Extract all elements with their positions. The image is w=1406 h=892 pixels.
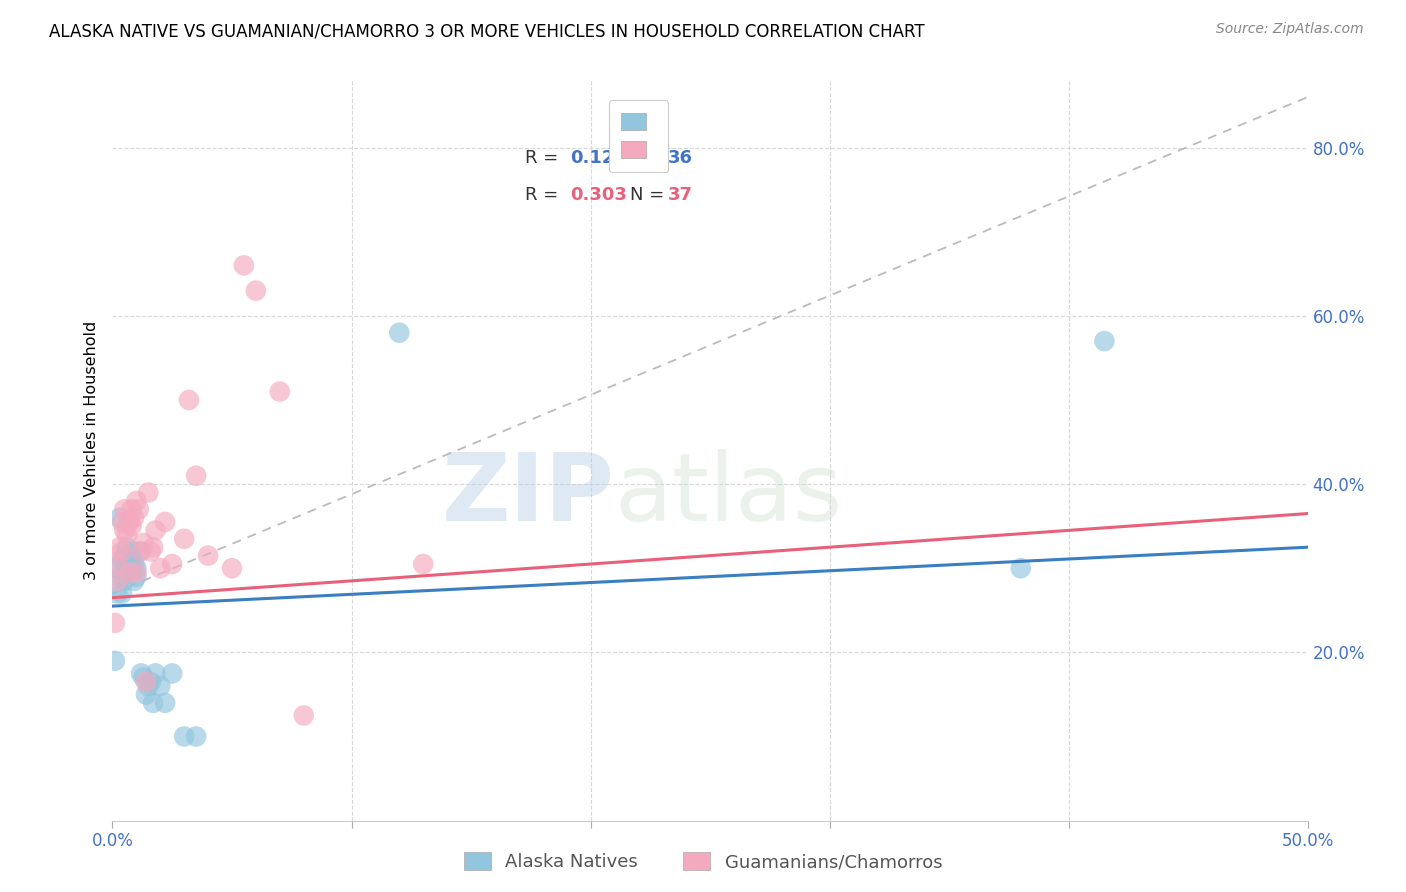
- Point: [197, 549, 219, 563]
- Y-axis label: 3 or more Vehicles in Household: 3 or more Vehicles in Household: [83, 321, 98, 580]
- Point: [245, 284, 267, 298]
- Point: [118, 515, 141, 529]
- Point: [173, 730, 195, 744]
- Text: atlas: atlas: [614, 449, 842, 541]
- Point: [153, 696, 176, 710]
- Point: [122, 574, 145, 588]
- Point: [153, 515, 176, 529]
- Point: [135, 688, 157, 702]
- Legend: Alaska Natives, Guamanians/Chamorros: Alaska Natives, Guamanians/Chamorros: [457, 846, 949, 879]
- Point: [111, 544, 134, 558]
- Point: [105, 574, 128, 588]
- Point: [132, 671, 155, 685]
- Point: [121, 519, 143, 533]
- Point: [121, 544, 143, 558]
- Point: [1094, 334, 1116, 348]
- Point: [128, 544, 150, 558]
- Text: R =: R =: [524, 186, 564, 204]
- Text: 37: 37: [668, 186, 693, 204]
- Point: [115, 527, 138, 541]
- Point: [269, 384, 291, 399]
- Point: [173, 532, 195, 546]
- Point: [145, 666, 167, 681]
- Point: [125, 569, 148, 583]
- Text: N =: N =: [630, 186, 669, 204]
- Point: [122, 557, 145, 571]
- Point: [149, 561, 172, 575]
- Point: [121, 502, 143, 516]
- Point: [162, 666, 183, 681]
- Point: [388, 326, 411, 340]
- Point: [115, 540, 138, 554]
- Point: [118, 566, 141, 580]
- Point: [108, 540, 131, 554]
- Point: [108, 510, 131, 524]
- Point: [114, 524, 135, 538]
- Point: [122, 510, 145, 524]
- Text: 0.125: 0.125: [571, 149, 627, 167]
- Point: [139, 544, 162, 558]
- Point: [135, 674, 157, 689]
- Point: [149, 679, 172, 693]
- Point: [186, 468, 208, 483]
- Legend: , : ,: [609, 101, 668, 172]
- Point: [104, 615, 127, 630]
- Point: [139, 674, 162, 689]
- Text: ZIP: ZIP: [441, 449, 614, 541]
- Point: [104, 654, 127, 668]
- Point: [1010, 561, 1032, 575]
- Point: [138, 485, 160, 500]
- Point: [105, 586, 128, 600]
- Point: [118, 566, 141, 580]
- Point: [111, 515, 134, 529]
- Point: [125, 561, 148, 575]
- Text: ALASKA NATIVE VS GUAMANIAN/CHAMORRO 3 OR MORE VEHICLES IN HOUSEHOLD CORRELATION : ALASKA NATIVE VS GUAMANIAN/CHAMORRO 3 OR…: [49, 22, 925, 40]
- Point: [111, 586, 134, 600]
- Point: [292, 708, 315, 723]
- Point: [129, 666, 152, 681]
- Point: [142, 696, 165, 710]
- Point: [105, 561, 128, 575]
- Point: [412, 557, 434, 571]
- Text: N =: N =: [630, 149, 669, 167]
- Point: [128, 502, 150, 516]
- Text: Source: ZipAtlas.com: Source: ZipAtlas.com: [1216, 22, 1364, 37]
- Point: [186, 730, 208, 744]
- Point: [221, 561, 243, 575]
- Point: [115, 561, 138, 575]
- Point: [111, 553, 134, 567]
- Point: [114, 549, 135, 563]
- Point: [162, 557, 183, 571]
- Point: [142, 540, 165, 554]
- Point: [129, 544, 152, 558]
- Point: [233, 258, 256, 272]
- Point: [114, 574, 135, 588]
- Point: [121, 553, 143, 567]
- Point: [132, 536, 155, 550]
- Point: [105, 557, 128, 571]
- Point: [145, 524, 167, 538]
- Point: [118, 566, 141, 580]
- Point: [125, 566, 148, 580]
- Text: R =: R =: [524, 149, 564, 167]
- Text: 0.303: 0.303: [571, 186, 627, 204]
- Text: 36: 36: [668, 149, 693, 167]
- Point: [177, 392, 200, 407]
- Point: [108, 569, 131, 583]
- Point: [125, 494, 148, 508]
- Point: [114, 502, 135, 516]
- Point: [138, 679, 160, 693]
